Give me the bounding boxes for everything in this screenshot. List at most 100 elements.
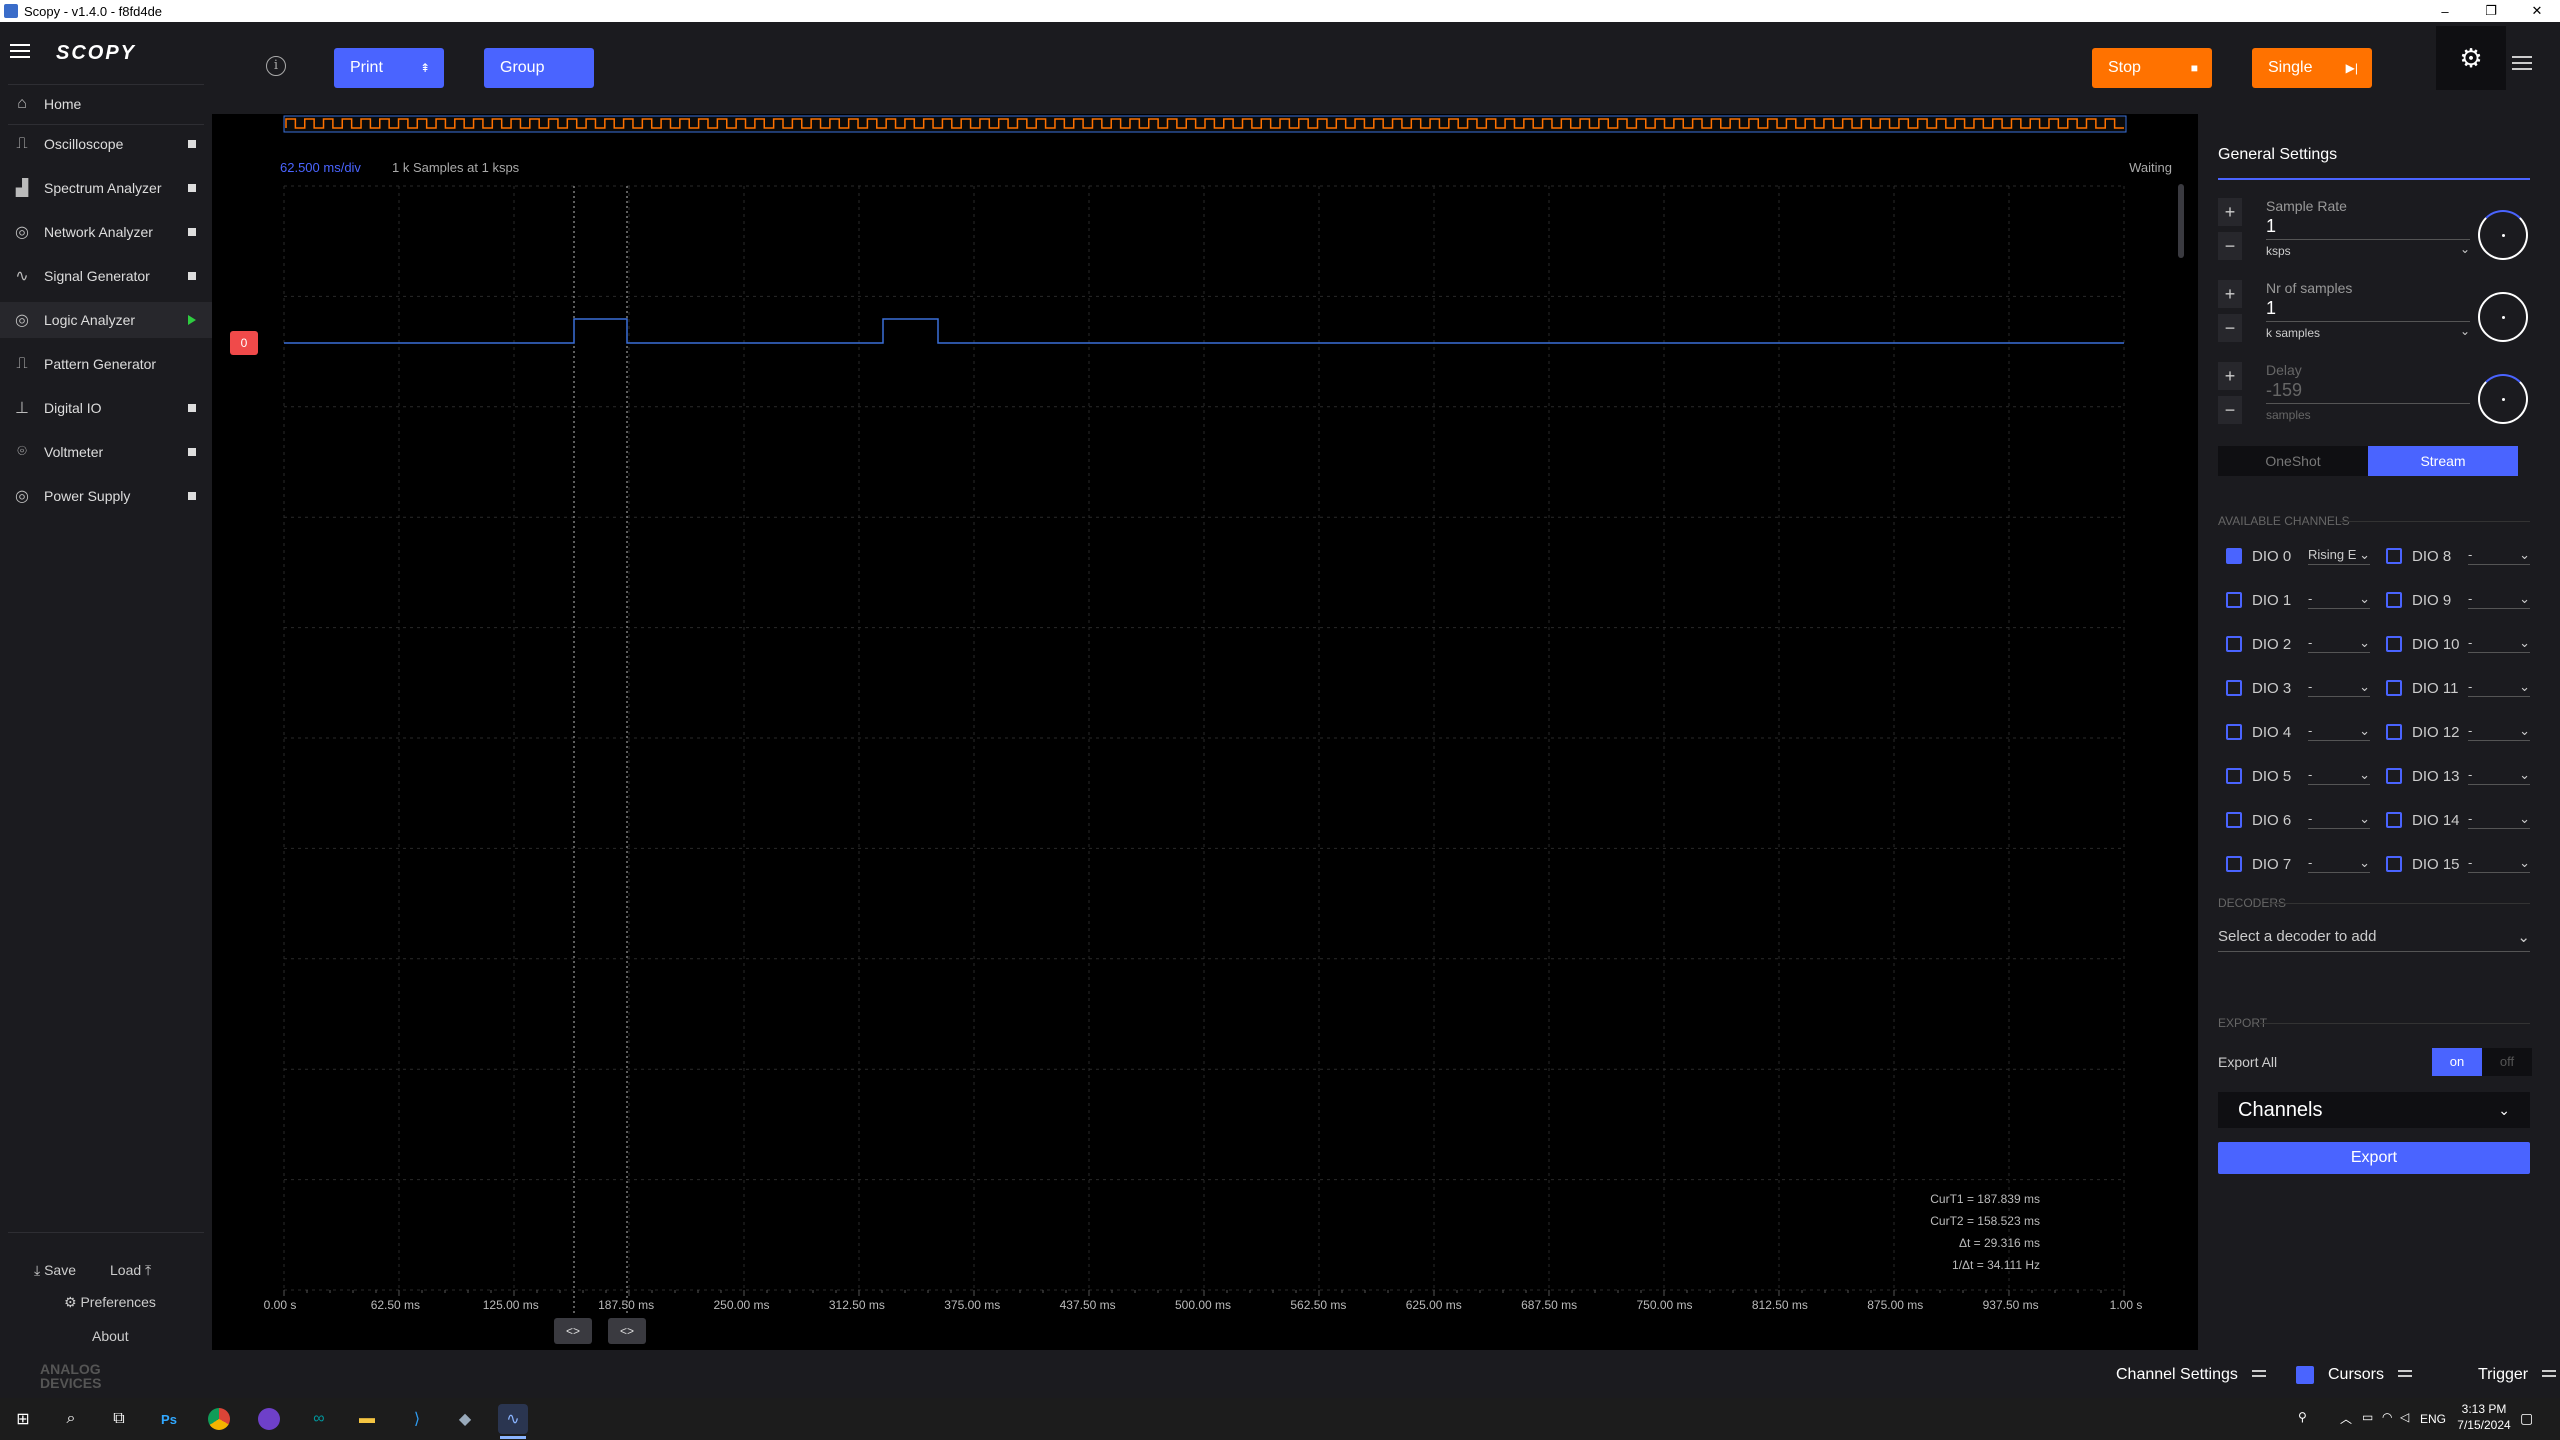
trigger-select[interactable]: - ⌄ (2308, 767, 2370, 785)
channel-checkbox[interactable] (2226, 812, 2242, 828)
cursors-button[interactable]: Cursors (2296, 1366, 2413, 1384)
sidebar-item-signal-generator[interactable]: ∿ Signal Generator (0, 258, 212, 294)
channel-checkbox[interactable] (2386, 724, 2402, 740)
nr-samples-input[interactable]: 1 (2266, 298, 2470, 322)
export-button[interactable]: Export (2218, 1142, 2530, 1174)
trigger-select[interactable]: - ⌄ (2468, 767, 2530, 785)
export-channels-select[interactable]: Channels ⌄ (2218, 1092, 2530, 1128)
vscode-icon[interactable]: ⟩ (413, 1411, 421, 1428)
oneshot-button[interactable]: OneShot (2218, 446, 2368, 476)
channel-checkbox[interactable] (2386, 548, 2402, 564)
trigger-select[interactable]: - ⌄ (2308, 679, 2370, 697)
about-button[interactable]: About (92, 1328, 129, 1344)
sidebar-item-digital-io[interactable]: ⊥ Digital IO (0, 390, 212, 426)
cursors-checkbox[interactable] (2296, 1366, 2314, 1384)
vertical-scrollbar[interactable] (2178, 184, 2184, 258)
delay-knob[interactable] (2478, 374, 2528, 424)
settings-gear-icon[interactable]: ⚙ (2436, 26, 2506, 90)
minus-button[interactable]: − (2218, 314, 2242, 342)
hamburger-menu-icon[interactable] (10, 44, 30, 58)
export-all-off[interactable]: off (2482, 1048, 2532, 1076)
scopy-taskbar-icon[interactable]: ∿ (498, 1404, 528, 1434)
sidebar-item-power-supply[interactable]: ◎ Power Supply (0, 478, 212, 514)
minimize-button[interactable]: – (2441, 3, 2449, 19)
tray-chevron-icon[interactable]: ︿ (2340, 1412, 2353, 1426)
trigger-select[interactable]: - ⌄ (2308, 723, 2370, 741)
channel-checkbox[interactable] (2386, 680, 2402, 696)
minus-button[interactable]: − (2218, 232, 2242, 260)
app-icon[interactable]: ◆ (458, 1411, 472, 1428)
sidebar-item-home[interactable]: ⌂ Home (0, 86, 212, 122)
trigger-select[interactable]: - ⌄ (2308, 855, 2370, 873)
decoder-select[interactable]: Select a decoder to add ⌄ (2218, 928, 2530, 952)
channel-checkbox[interactable] (2226, 680, 2242, 696)
trigger-select[interactable]: - ⌄ (2468, 679, 2530, 697)
plus-button[interactable]: + (2218, 280, 2242, 308)
stop-status-icon[interactable] (188, 404, 196, 412)
wifi-icon[interactable]: ◠ (2382, 1410, 2393, 1424)
trigger-button[interactable]: Trigger (2478, 1366, 2557, 1384)
nr-samples-unit-select[interactable]: k samples ⌄ (2266, 324, 2470, 340)
trigger-select[interactable]: Rising E ⌄ (2308, 547, 2370, 565)
channel-checkbox[interactable] (2226, 856, 2242, 872)
channel-checkbox[interactable] (2226, 724, 2242, 740)
stop-status-icon[interactable] (188, 448, 196, 456)
load-button[interactable]: Load ⤒ (110, 1262, 152, 1278)
trigger-select[interactable]: - ⌄ (2468, 811, 2530, 829)
export-all-toggle[interactable]: on off (2432, 1048, 2532, 1076)
trigger-select[interactable]: - ⌄ (2468, 591, 2530, 609)
channel-settings-button[interactable]: Channel Settings (2116, 1366, 2266, 1384)
channel-checkbox[interactable] (2386, 812, 2402, 828)
network-icon[interactable]: ▭ (2362, 1410, 2374, 1424)
file-explorer-icon[interactable]: ▬ (359, 1410, 375, 1427)
photoshop-icon[interactable]: Ps (161, 1411, 177, 1427)
stop-status-icon[interactable] (188, 184, 196, 192)
trigger-select[interactable]: - ⌄ (2468, 635, 2530, 653)
volume-icon[interactable]: ◁ (2400, 1410, 2410, 1424)
stop-status-icon[interactable] (188, 492, 196, 500)
sidebar-item-voltmeter[interactable]: ⌾ Voltmeter (0, 434, 212, 470)
logic-analyzer-plot[interactable]: 62.500 ms/div 1 k Samples at 1 ksps Wait… (212, 114, 2198, 1350)
channel-0-marker[interactable]: 0 (230, 331, 258, 355)
sidebar-item-oscilloscope[interactable]: ⎍ Oscilloscope (0, 126, 212, 162)
sidebar-item-pattern-generator[interactable]: ⎍ Pattern Generator (0, 346, 212, 382)
delay-input[interactable]: -159 (2266, 380, 2470, 404)
stop-status-icon[interactable] (188, 228, 196, 236)
notifications-icon[interactable]: ▢ (2520, 1410, 2534, 1426)
github-icon[interactable] (254, 1404, 284, 1434)
channel-checkbox[interactable] (2226, 548, 2242, 564)
channel-checkbox[interactable] (2386, 592, 2402, 608)
trigger-select[interactable]: - ⌄ (2468, 547, 2530, 565)
channel-checkbox[interactable] (2226, 768, 2242, 784)
trigger-select[interactable]: - ⌄ (2468, 723, 2530, 741)
chrome-icon[interactable] (204, 1404, 234, 1434)
windows-start-icon[interactable]: ⊞ (16, 1411, 30, 1428)
group-button[interactable]: Group (484, 48, 594, 88)
sidebar-item-spectrum-analyzer[interactable]: ▟ Spectrum Analyzer (0, 170, 212, 206)
trigger-select[interactable]: - ⌄ (2468, 855, 2530, 873)
cursor-1-handle[interactable]: <> (554, 1318, 592, 1344)
trigger-select[interactable]: - ⌄ (2308, 591, 2370, 609)
minus-button[interactable]: − (2218, 396, 2242, 424)
plus-button[interactable]: + (2218, 198, 2242, 226)
maximize-button[interactable]: ❐ (2485, 3, 2497, 18)
running-status-icon[interactable] (188, 315, 196, 325)
tray-person-icon[interactable]: ⚲ (2298, 1410, 2307, 1424)
single-button[interactable]: Single ▶| (2252, 48, 2372, 88)
print-button[interactable]: Print ⇞ (334, 48, 444, 88)
clock[interactable]: 3:13 PM 7/15/2024 (2457, 1402, 2511, 1432)
sample-rate-unit-select[interactable]: ksps ⌄ (2266, 242, 2470, 258)
plus-button[interactable]: + (2218, 362, 2242, 390)
save-button[interactable]: ⤓ Save (34, 1262, 76, 1278)
language-indicator[interactable]: ENG (2420, 1412, 2447, 1426)
info-icon[interactable]: i (266, 56, 286, 76)
sample-rate-input[interactable]: 1 (2266, 216, 2470, 240)
cursor-2-handle[interactable]: <> (608, 1318, 646, 1344)
sidebar-item-network-analyzer[interactable]: ◎ Network Analyzer (0, 214, 212, 250)
search-icon[interactable]: ⌕ (66, 1410, 76, 1427)
export-all-on[interactable]: on (2432, 1048, 2482, 1076)
preferences-button[interactable]: ⚙ Preferences (64, 1294, 156, 1310)
plot-canvas[interactable] (212, 114, 2198, 1350)
sample-rate-knob[interactable] (2478, 210, 2528, 260)
channel-checkbox[interactable] (2226, 636, 2242, 652)
